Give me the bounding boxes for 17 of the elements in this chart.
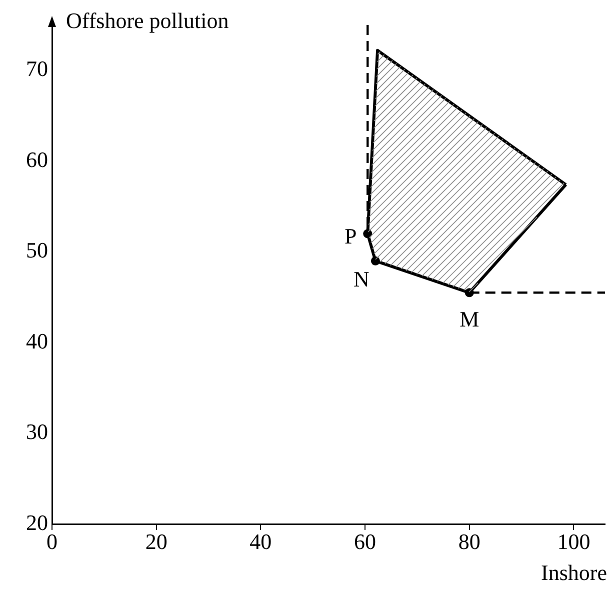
y-tick-label: 50 bbox=[26, 238, 48, 263]
x-tick-label: 20 bbox=[145, 528, 168, 554]
y-axis-title: Offshore pollution bbox=[66, 8, 229, 33]
x-tick-label: 100 bbox=[557, 528, 590, 554]
x-tick-label: 60 bbox=[354, 528, 376, 554]
annotation: N bbox=[354, 266, 370, 292]
x-axis-title: Inshore bbox=[541, 560, 607, 585]
y-tick-label: 40 bbox=[26, 328, 48, 354]
y-tick-label: 70 bbox=[26, 56, 48, 82]
y-tick-label: 60 bbox=[26, 146, 48, 172]
x-tick-label: 80 bbox=[458, 528, 480, 554]
x-tick-label: 0 bbox=[46, 528, 58, 554]
y-tick-label: 20 bbox=[26, 510, 48, 535]
x-tick-label: 40 bbox=[250, 528, 272, 554]
y-tick-label: 30 bbox=[26, 419, 48, 444]
annotation: M bbox=[460, 306, 480, 332]
annotation: P bbox=[344, 223, 357, 248]
